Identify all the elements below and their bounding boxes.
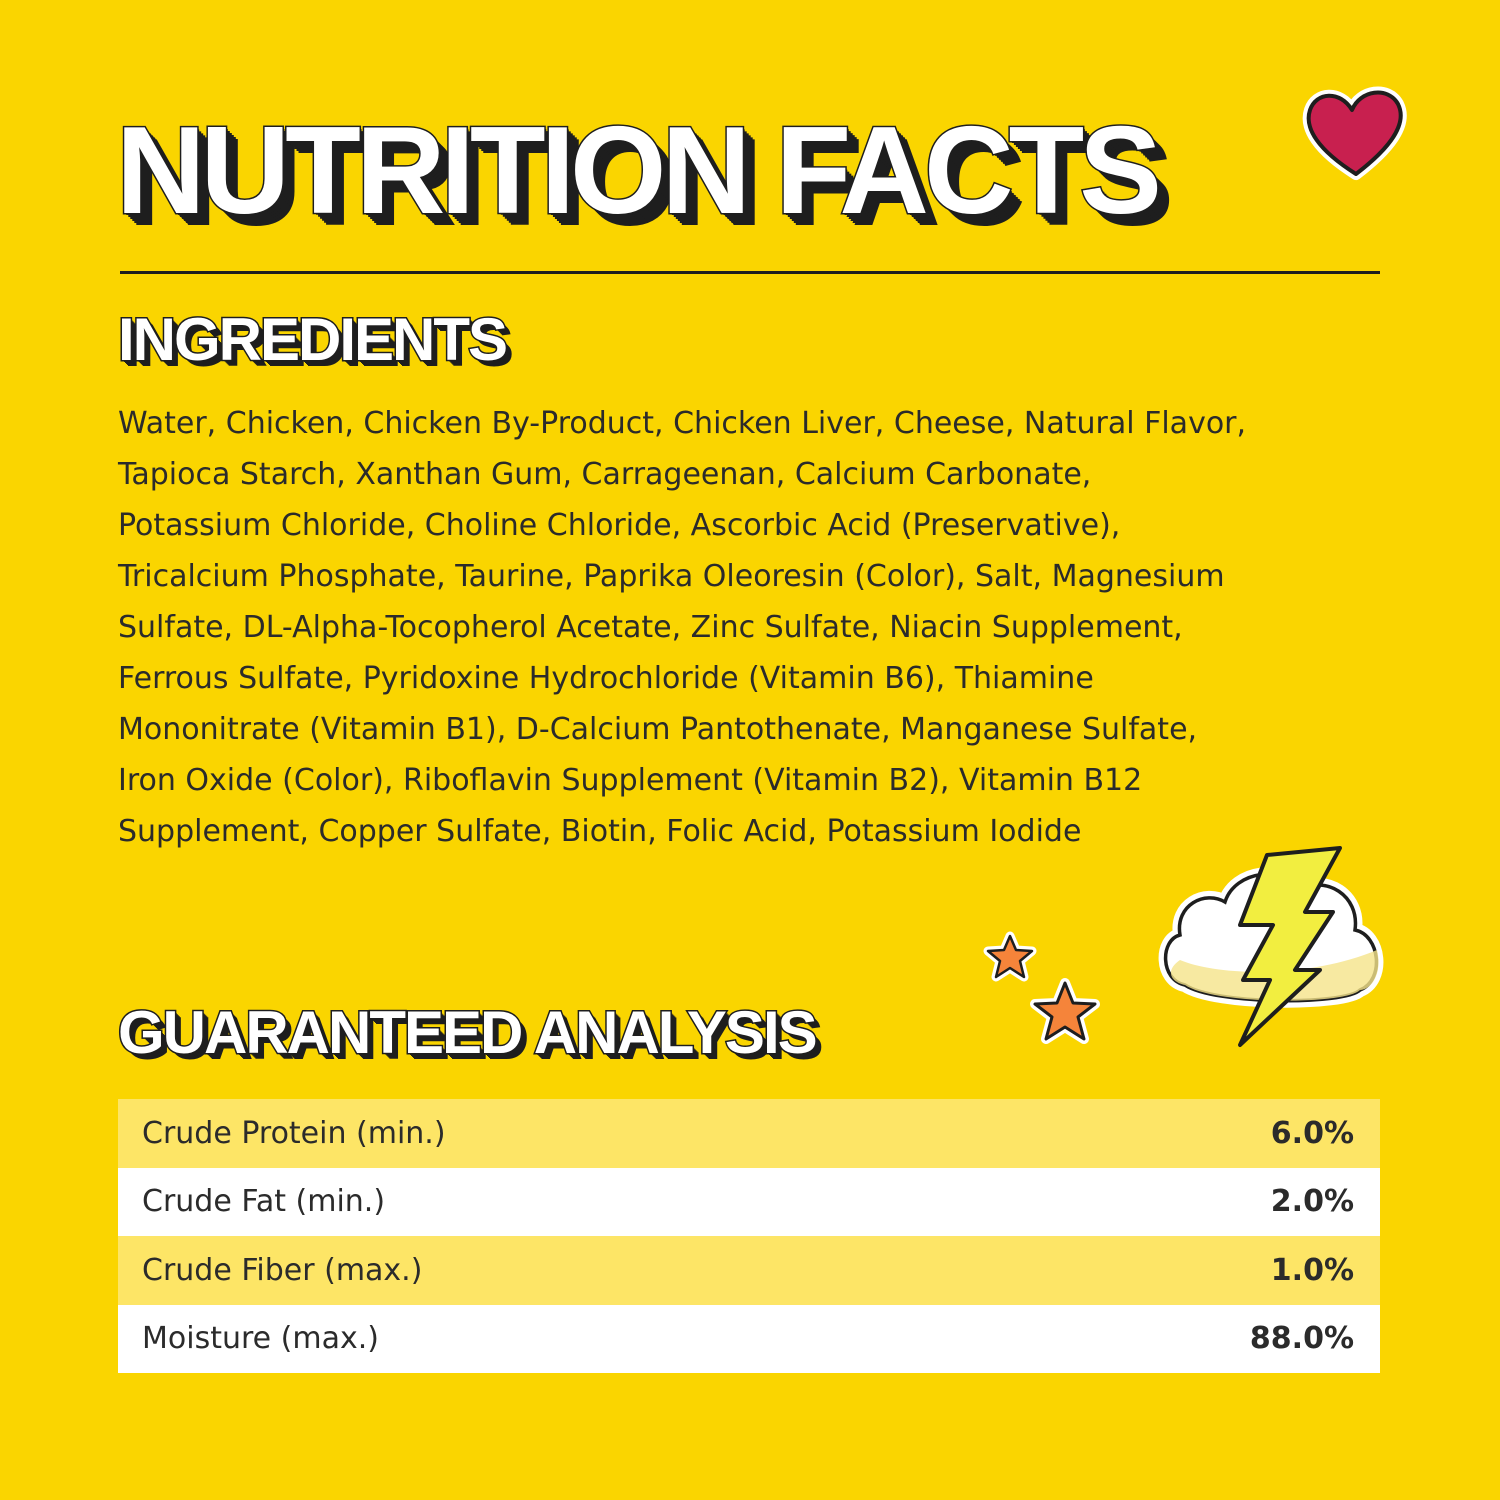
ingredients-line: Iron Oxide (Color), Riboflavin Supplemen… bbox=[118, 763, 1143, 798]
divider bbox=[120, 271, 1380, 274]
nutrient-value: 1.0% bbox=[1270, 1252, 1354, 1288]
star-icon bbox=[983, 931, 1037, 982]
guaranteed-analysis-heading: GUARANTEED ANALYSIS bbox=[117, 998, 820, 1068]
heart-icon bbox=[1302, 86, 1407, 180]
nutrient-label: Crude Fat (min.) bbox=[142, 1184, 386, 1220]
analysis-table: Crude Protein (min.) 6.0% Crude Fat (min… bbox=[118, 1099, 1380, 1373]
ingredients-line: Mononitrate (Vitamin B1), D-Calcium Pant… bbox=[118, 712, 1198, 747]
ingredients-line: Ferrous Sulfate, Pyridoxine Hydrochlorid… bbox=[118, 661, 1094, 696]
ingredients-heading: INGREDIENTS bbox=[116, 305, 509, 375]
nutrient-value: 88.0% bbox=[1249, 1321, 1354, 1357]
table-row: Crude Fiber (max.) 1.0% bbox=[118, 1236, 1380, 1305]
ingredients-list: Water, Chicken, Chicken By-Product, Chic… bbox=[118, 398, 1246, 857]
page-title: NUTRITION FACTS bbox=[115, 101, 1164, 242]
nutrient-label: Crude Protein (min.) bbox=[142, 1115, 446, 1151]
table-row: Moisture (max.) 88.0% bbox=[118, 1304, 1380, 1373]
nutrient-value: 6.0% bbox=[1270, 1115, 1354, 1151]
ingredients-line: Tricalcium Phosphate, Taurine, Paprika O… bbox=[118, 559, 1225, 594]
ingredients-line: Tapioca Starch, Xanthan Gum, Carrageenan… bbox=[118, 457, 1092, 492]
nutrient-label: Crude Fiber (max.) bbox=[142, 1252, 423, 1288]
star-icon bbox=[1030, 978, 1100, 1044]
table-row: Crude Protein (min.) 6.0% bbox=[118, 1099, 1380, 1168]
ingredients-line: Supplement, Copper Sulfate, Biotin, Foli… bbox=[118, 814, 1082, 849]
table-row: Crude Fat (min.) 2.0% bbox=[118, 1167, 1380, 1236]
lightning-cloud-icon bbox=[1158, 846, 1384, 1047]
nutrient-label: Moisture (max.) bbox=[142, 1321, 379, 1357]
ingredients-line: Potassium Chloride, Choline Chloride, As… bbox=[118, 508, 1121, 543]
ingredients-line: Water, Chicken, Chicken By-Product, Chic… bbox=[118, 406, 1247, 441]
ingredients-line: Sulfate, DL-Alpha-Tocopherol Acetate, Zi… bbox=[118, 610, 1183, 645]
nutrient-value: 2.0% bbox=[1270, 1184, 1354, 1220]
